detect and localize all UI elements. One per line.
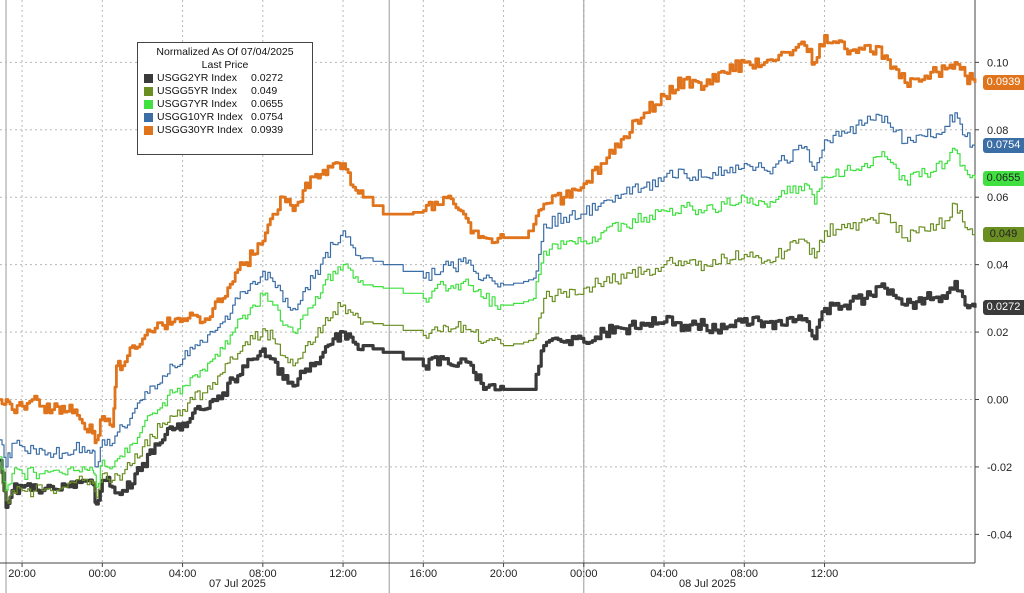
series-line-usgg2yr xyxy=(0,279,977,509)
axes xyxy=(0,0,979,567)
x-tick-label: 08:00 xyxy=(731,568,759,580)
legend-swatch xyxy=(144,113,153,122)
series-lines xyxy=(0,34,977,509)
series-line-usgg10yr xyxy=(0,112,976,468)
legend-series-value: 0.0754 xyxy=(251,111,284,123)
legend-series-name: USGG10YR Index xyxy=(157,111,243,123)
series-line-usgg7yr xyxy=(0,147,976,492)
y-tick-label: 0.00 xyxy=(987,394,1008,406)
legend-series-name: USGG5YR Index xyxy=(157,85,237,97)
y-tick-label: -0.04 xyxy=(987,529,1012,541)
x-tick-label: 12:00 xyxy=(329,568,357,580)
y-tick-label: 0.10 xyxy=(987,57,1008,69)
legend-swatch xyxy=(144,87,153,96)
legend-series-value: 0.0272 xyxy=(251,72,284,84)
x-tick-label: 12:00 xyxy=(811,568,839,580)
x-tick-label: 00:00 xyxy=(570,568,598,580)
series-line-usgg5yr xyxy=(0,202,976,504)
x-tick-label: 00:00 xyxy=(89,568,117,580)
y-tick-label: 0.08 xyxy=(987,125,1008,137)
legend-item: USGG7YR Index 0.0655 xyxy=(144,98,306,111)
legend-item: USGG10YR Index 0.0754 xyxy=(144,111,306,124)
date-label-jul8: 08 Jul 2025 xyxy=(679,578,736,590)
legend: Normalized As Of 07/04/2025 Last Price U… xyxy=(137,42,313,155)
date-label-jul7: 07 Jul 2025 xyxy=(209,578,266,590)
x-tick-label: 04:00 xyxy=(169,568,197,580)
legend-item: USGG30YR Index 0.0939 xyxy=(144,124,306,137)
x-tick-label: 20:00 xyxy=(8,568,36,580)
legend-series-name: USGG2YR Index xyxy=(157,72,237,84)
y-tick-label: -0.02 xyxy=(987,462,1012,474)
legend-series-value: 0.0939 xyxy=(251,124,284,136)
y-tick-label: 0.02 xyxy=(987,327,1008,339)
x-tick-label: 20:00 xyxy=(490,568,518,580)
y-tick-label: 0.06 xyxy=(987,192,1008,204)
legend-rows: USGG2YR Index 0.0272 USGG5YR Index 0.049 USG… xyxy=(144,72,306,137)
legend-subtitle: Last Price xyxy=(201,59,249,71)
legend-series-name: USGG7YR Index xyxy=(157,98,237,110)
legend-swatch xyxy=(144,74,153,83)
legend-title: Normalized As Of 07/04/2025 xyxy=(156,46,294,58)
last-value-badge: 0.0272 xyxy=(983,300,1024,316)
last-value-badge: 0.0754 xyxy=(983,137,1024,153)
legend-series-value: 0.0655 xyxy=(251,98,284,110)
y-tick-label: 0.04 xyxy=(987,260,1008,272)
legend-item: USGG5YR Index 0.049 xyxy=(144,85,306,98)
x-tick-label: 08:00 xyxy=(249,568,277,580)
legend-item: USGG2YR Index 0.0272 xyxy=(144,72,306,85)
series-line-usgg30yr xyxy=(0,34,977,445)
legend-swatch xyxy=(144,126,153,135)
legend-swatch xyxy=(144,100,153,109)
legend-series-value: 0.049 xyxy=(251,85,278,97)
last-value-badge: 0.0939 xyxy=(983,75,1024,91)
last-value-badge: 0.0655 xyxy=(983,171,1024,187)
tick-labels: 20:00 00:00 04:00 08:00 12:00 16:00 20:00 00:00… xyxy=(8,57,1012,580)
x-tick-label: 16:00 xyxy=(410,568,438,580)
x-tick-label: 04:00 xyxy=(650,568,678,580)
last-value-badge: 0.049 xyxy=(983,226,1024,242)
legend-series-name: USGG30YR Index xyxy=(157,124,243,136)
